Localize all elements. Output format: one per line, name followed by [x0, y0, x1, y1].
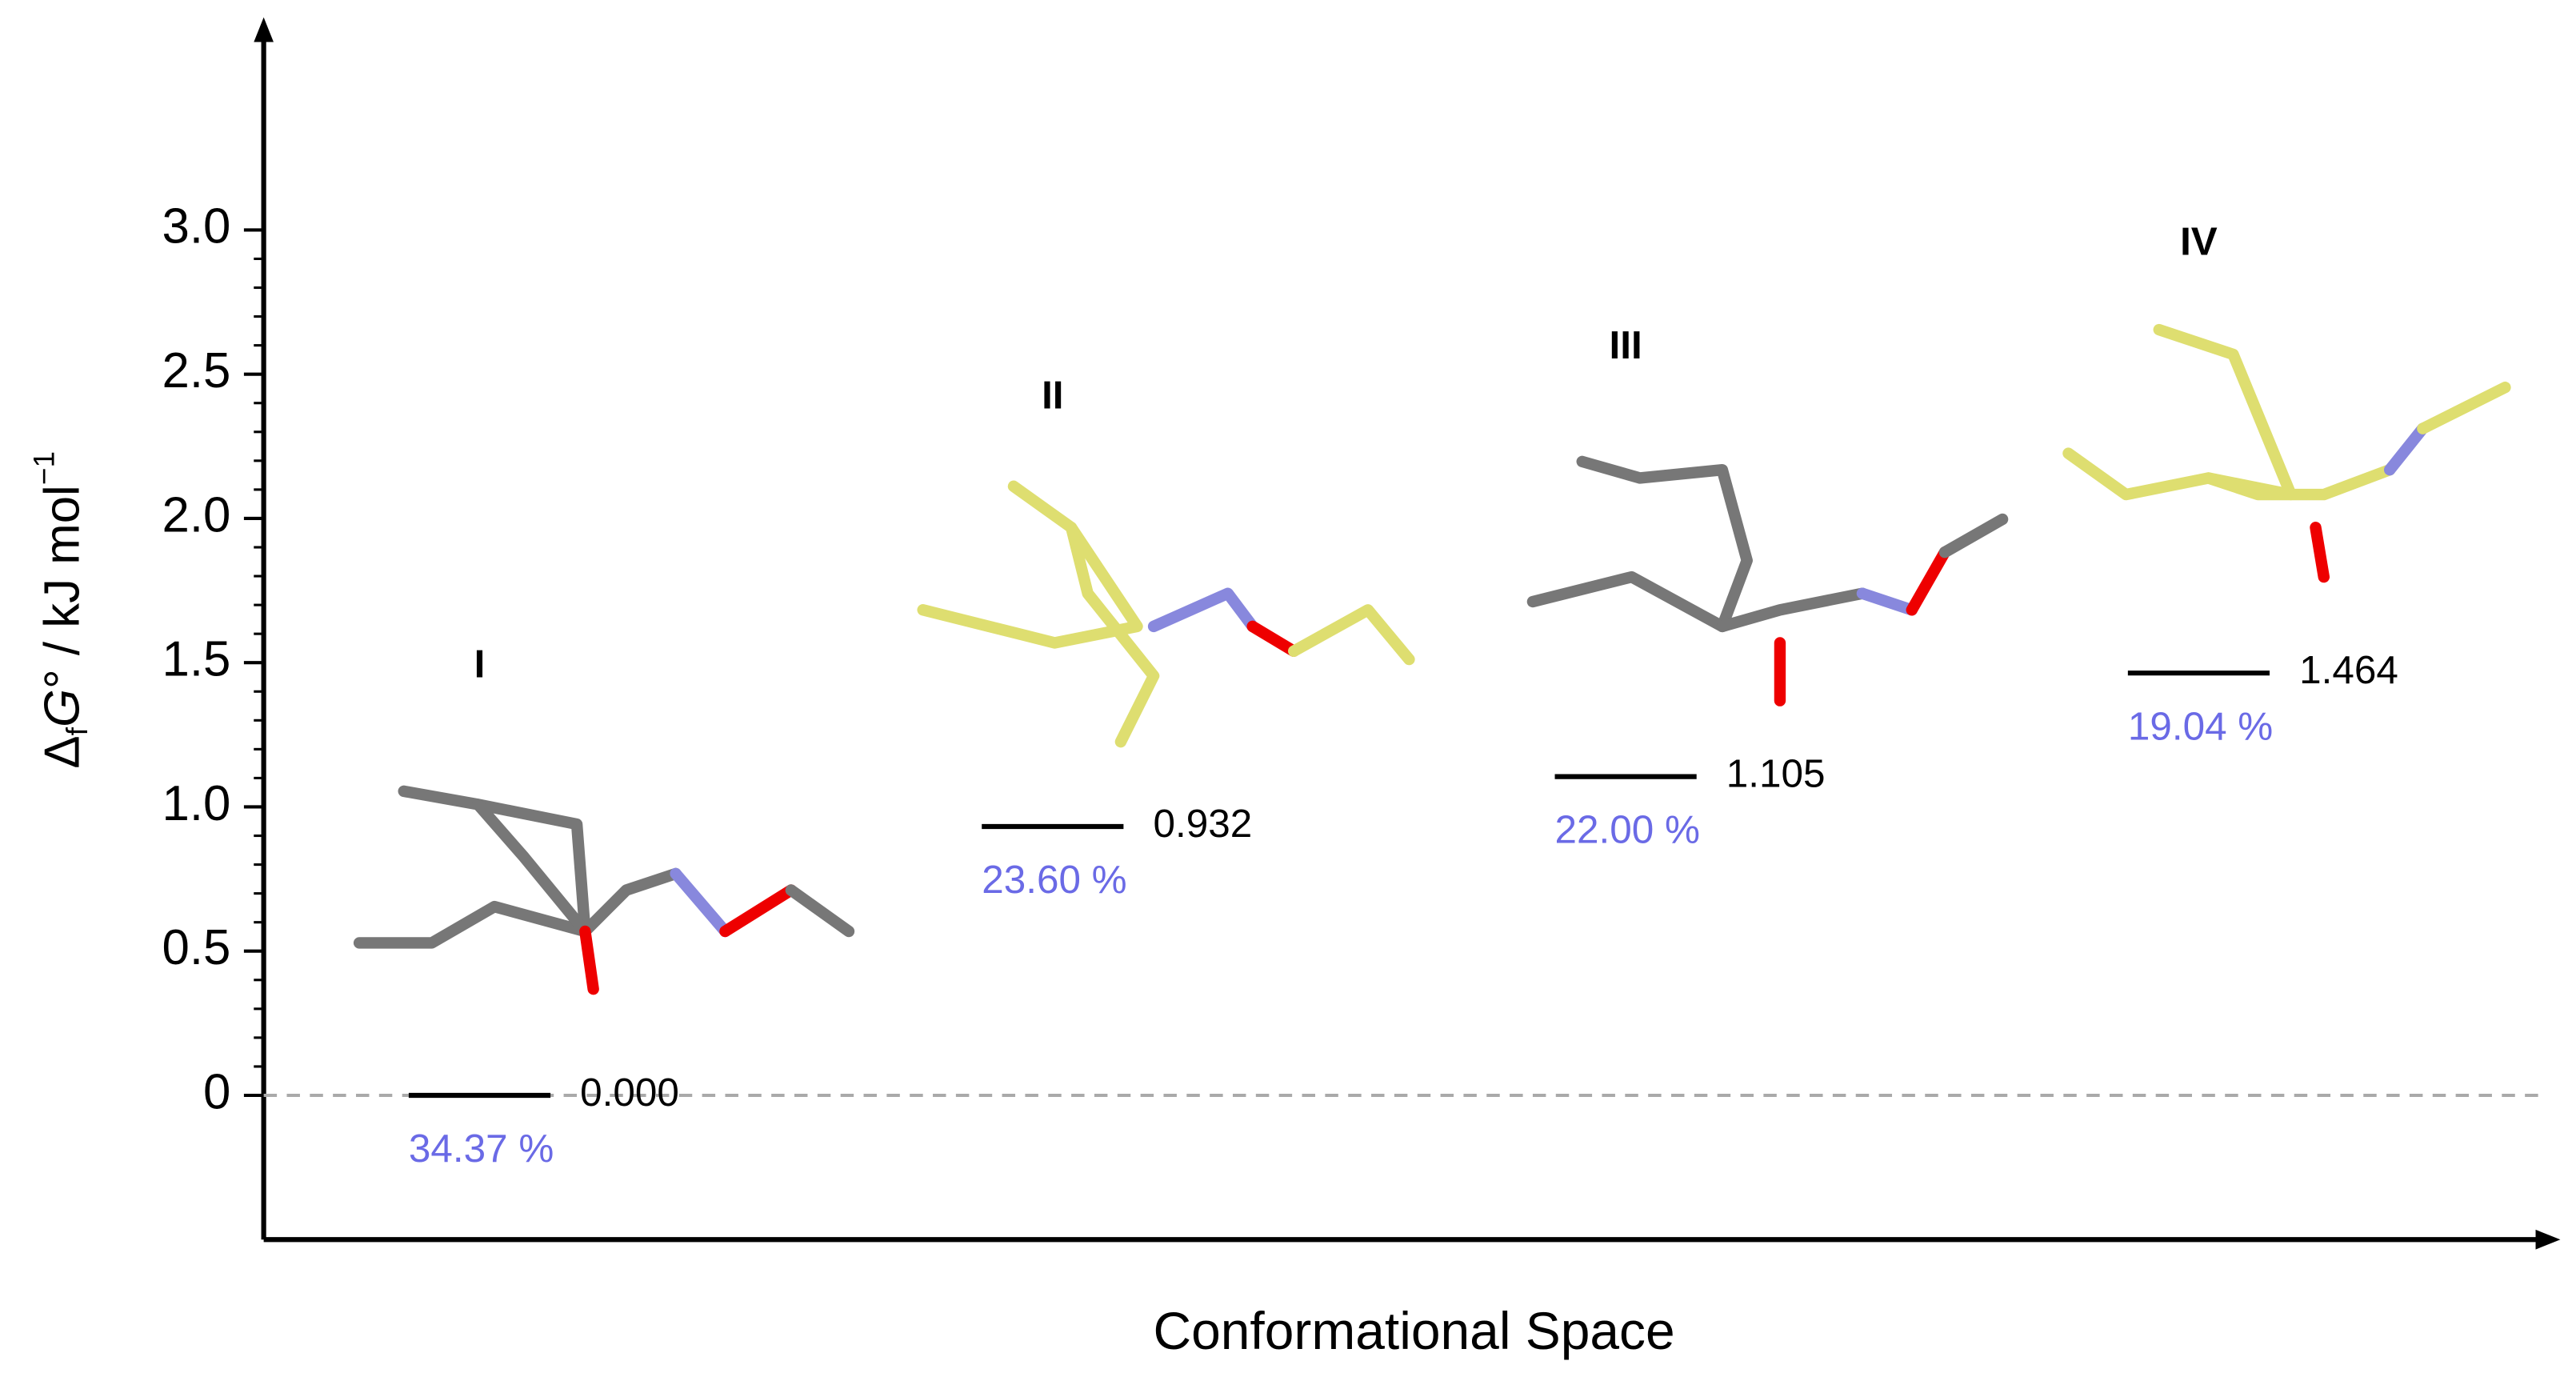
y-label-part: ° / kJ mol — [35, 485, 90, 689]
y-axis-label: ΔfG° / kJ mol−1 — [26, 451, 93, 769]
population-label: 34.37 % — [409, 1127, 554, 1171]
y-label-part: Δ — [35, 735, 90, 768]
y-tick-label: 1.0 — [162, 776, 231, 831]
x-axis-label: Conformational Space — [1154, 1301, 1675, 1360]
molecule-sketch — [353, 323, 2511, 995]
y-tick-label: 0.5 — [162, 920, 231, 975]
value-label: 1.105 — [1726, 752, 1826, 796]
population-label: 23.60 % — [982, 858, 1126, 902]
y-tick-label: 1.5 — [162, 632, 231, 687]
y-label-sub: f — [60, 727, 94, 735]
y-tick-label: 0 — [203, 1064, 230, 1119]
conformer-label: IV — [2180, 220, 2218, 264]
value-label: 0.932 — [1153, 802, 1252, 846]
conformer-label: I — [474, 642, 486, 686]
y-label-part: G — [35, 689, 90, 727]
population-label: 19.04 % — [2128, 704, 2273, 748]
conformer-label: II — [1042, 373, 1063, 417]
conformer-label: III — [1610, 323, 1642, 367]
y-tick-label: 2.0 — [162, 487, 231, 542]
y-label-sup: −1 — [26, 451, 60, 485]
value-label: 0.000 — [580, 1071, 679, 1115]
population-label: 22.00 % — [1555, 808, 1700, 852]
y-tick-label: 2.5 — [162, 343, 231, 398]
value-label: 1.464 — [2299, 648, 2398, 692]
y-tick-label: 3.0 — [162, 199, 231, 254]
